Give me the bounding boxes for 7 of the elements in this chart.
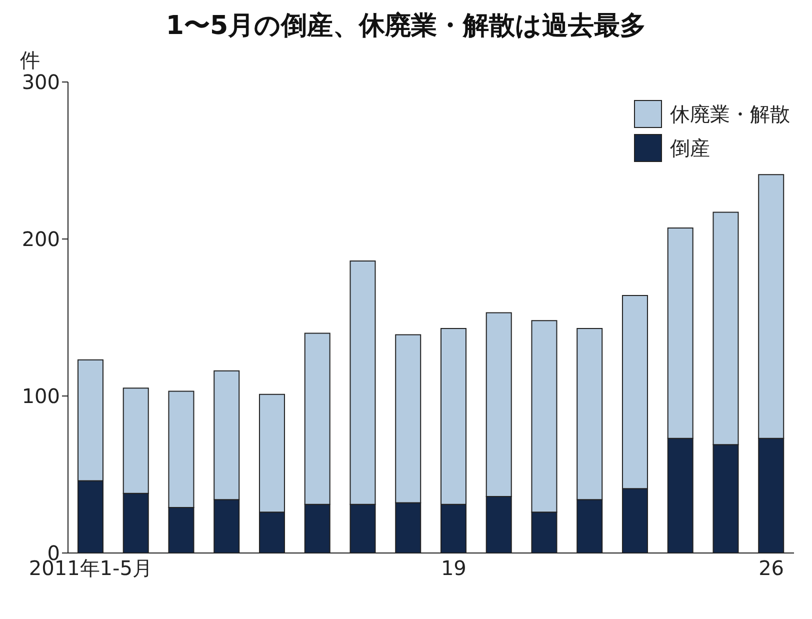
legend-label: 休廃業・解散	[670, 100, 790, 128]
x-tick-label: 19	[440, 556, 466, 580]
y-tick-label: 100	[22, 384, 60, 408]
legend-label: 倒産	[670, 134, 710, 162]
chart-title: 1〜5月の倒産、休廃業・解散は過去最多	[164, 10, 648, 43]
x-tick-label: 26	[758, 556, 784, 580]
y-tick-label: 200	[22, 227, 60, 252]
